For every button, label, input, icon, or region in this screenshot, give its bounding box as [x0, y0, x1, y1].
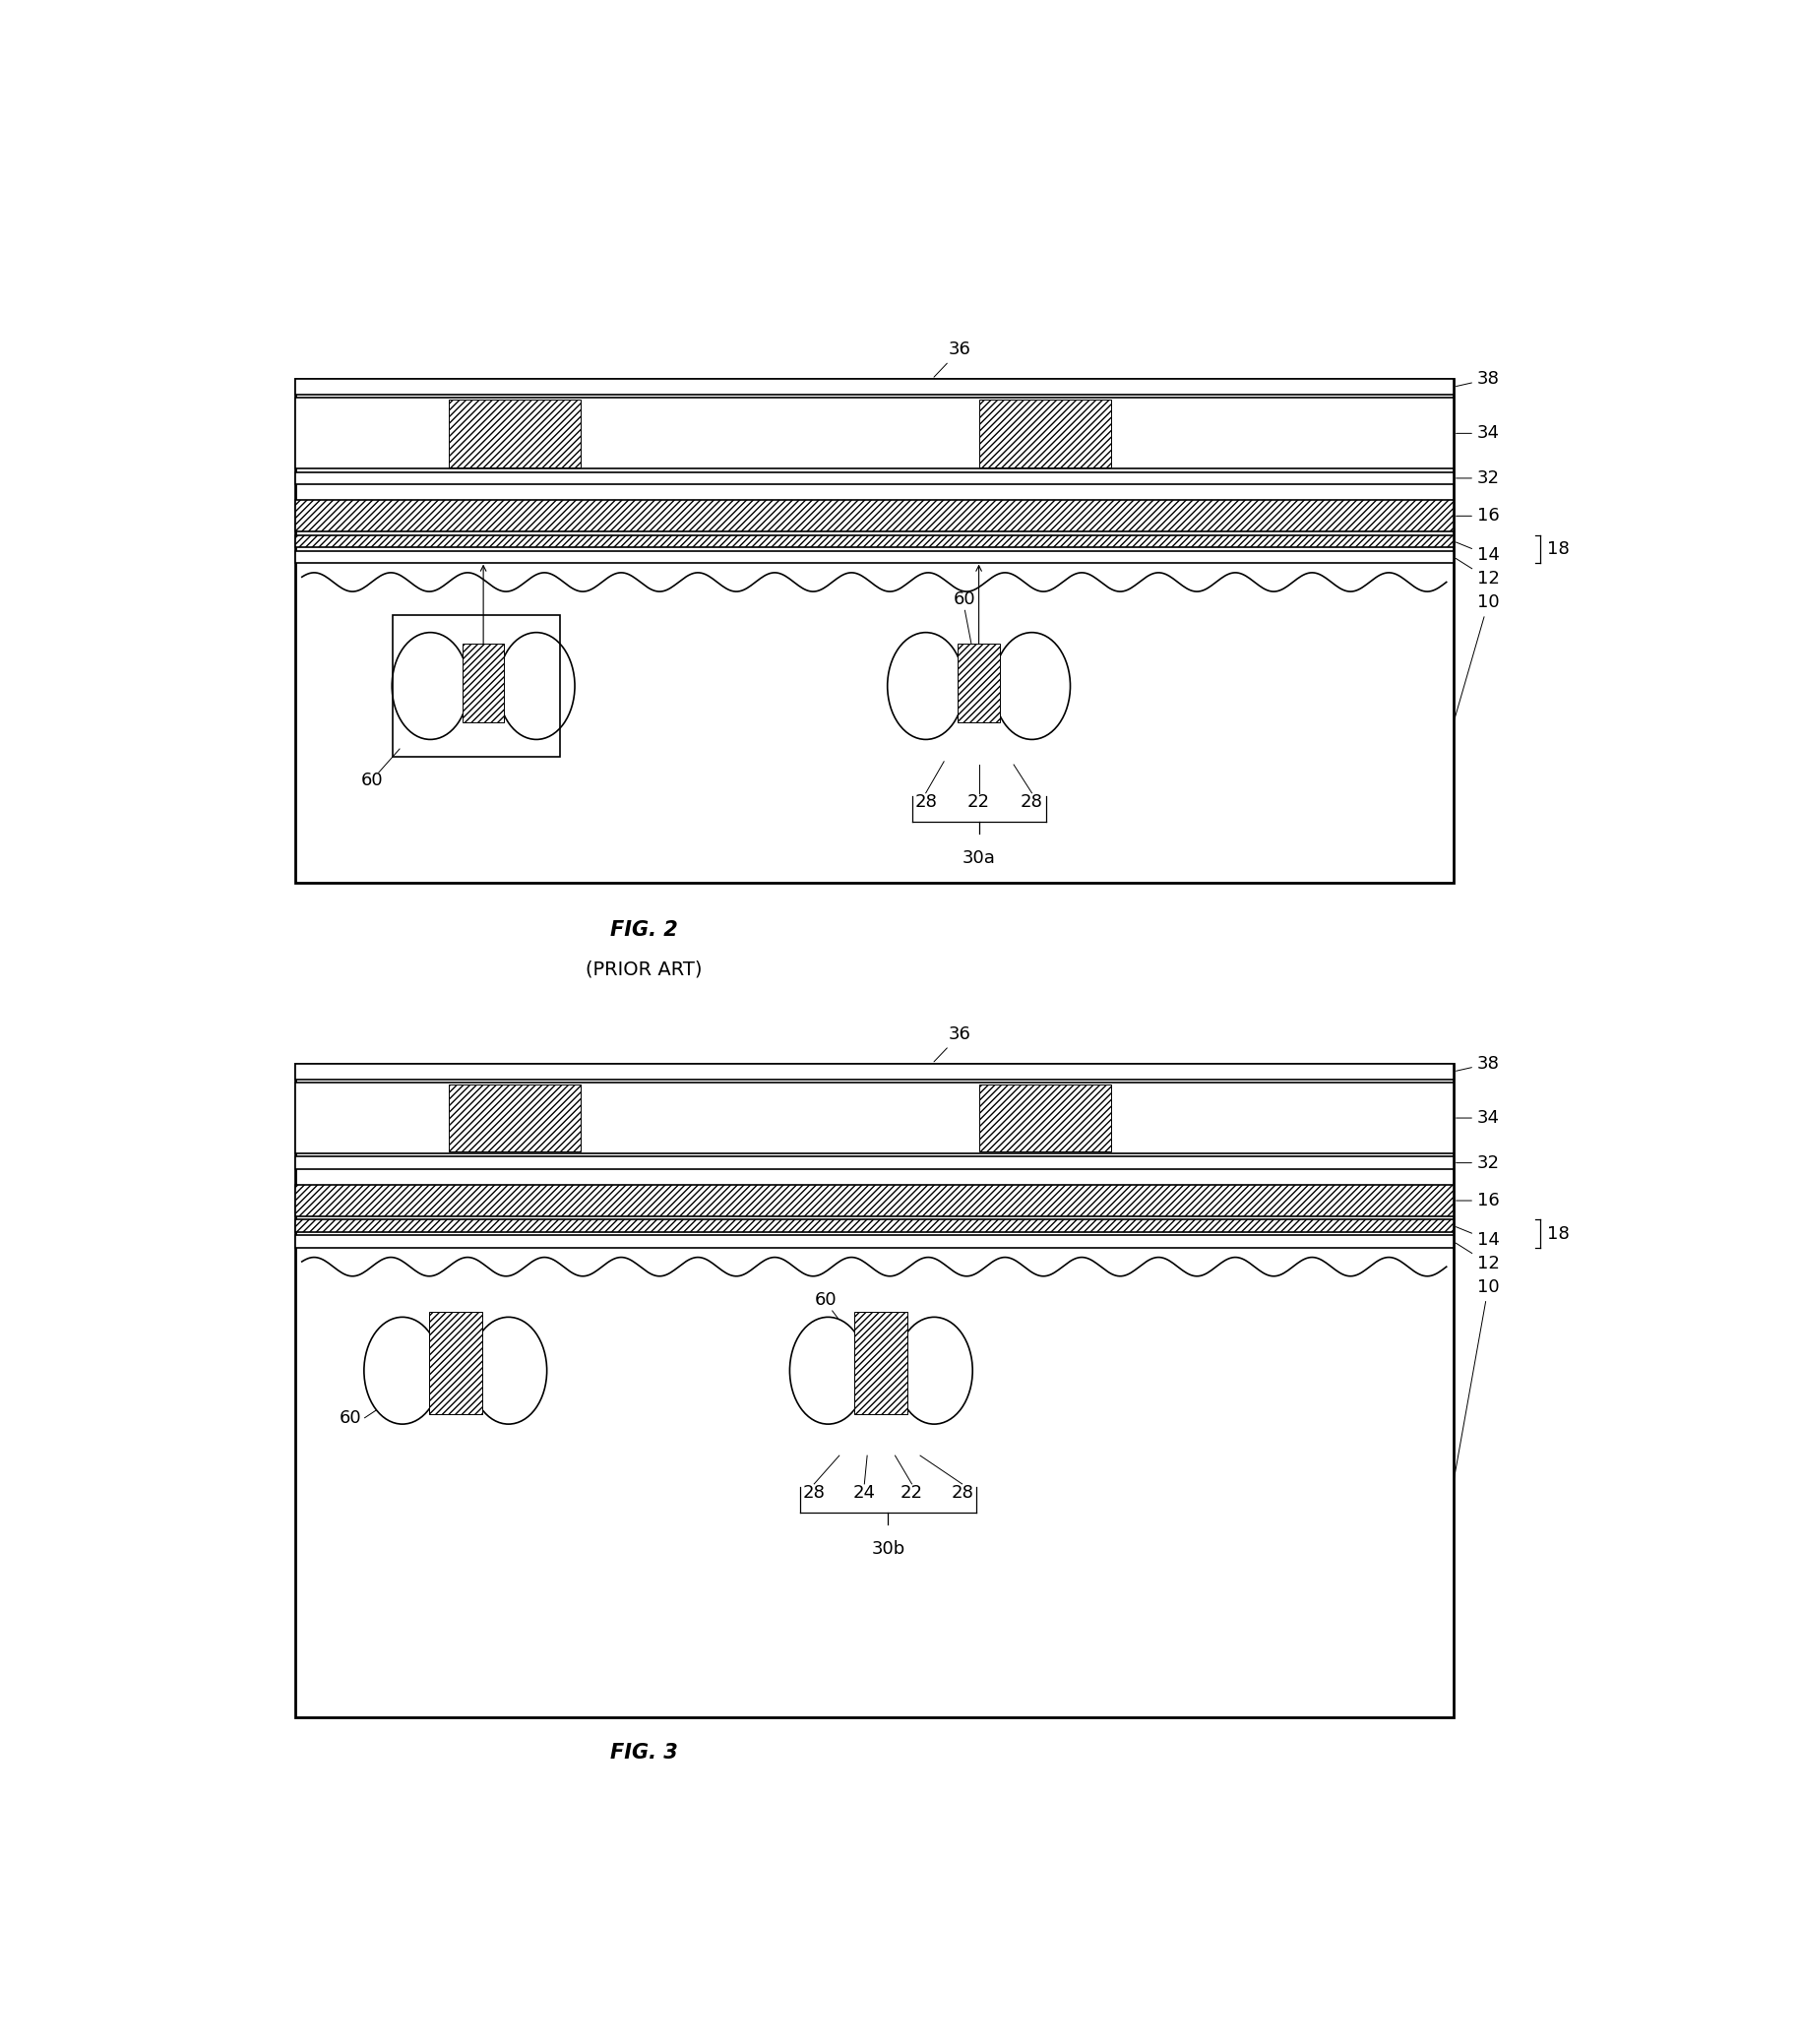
Bar: [295, 378, 1453, 394]
Text: 32: 32: [1457, 470, 1500, 486]
Bar: [295, 501, 1453, 531]
Ellipse shape: [499, 632, 575, 740]
Ellipse shape: [393, 632, 468, 740]
Text: 22: 22: [967, 793, 991, 811]
Text: 60: 60: [955, 591, 976, 609]
Text: 28: 28: [803, 1484, 825, 1502]
Ellipse shape: [888, 632, 964, 740]
Text: 38: 38: [1455, 370, 1500, 388]
Text: 60: 60: [340, 1408, 362, 1427]
Bar: [295, 1063, 1453, 1717]
Text: FIG. 2: FIG. 2: [611, 920, 677, 940]
Text: 36: 36: [935, 341, 971, 376]
Text: 18: 18: [1547, 1224, 1569, 1243]
Text: 14: 14: [1455, 542, 1500, 564]
Bar: [429, 1312, 483, 1414]
Text: 10: 10: [1453, 1278, 1500, 1480]
Text: 38: 38: [1455, 1055, 1500, 1073]
Text: 34: 34: [1457, 425, 1500, 442]
Text: 14: 14: [1455, 1226, 1500, 1249]
Text: 36: 36: [935, 1026, 971, 1061]
Bar: [855, 1312, 908, 1414]
Ellipse shape: [470, 1316, 548, 1425]
Bar: [448, 1083, 582, 1153]
Ellipse shape: [789, 1316, 866, 1425]
Bar: [463, 644, 504, 722]
Text: 32: 32: [1457, 1155, 1500, 1171]
Bar: [295, 536, 1453, 548]
Text: 28: 28: [951, 1484, 973, 1502]
Bar: [448, 399, 582, 468]
Bar: [295, 550, 1453, 564]
Text: (PRIOR ART): (PRIOR ART): [585, 961, 702, 979]
Text: 12: 12: [1455, 1243, 1500, 1273]
Text: 60: 60: [360, 771, 384, 789]
Text: FIG. 3: FIG. 3: [611, 1744, 677, 1762]
Text: 10: 10: [1453, 593, 1500, 719]
Text: 60: 60: [814, 1292, 836, 1308]
Text: 16: 16: [1457, 1192, 1500, 1210]
Text: 28: 28: [915, 793, 937, 811]
Text: 24: 24: [854, 1484, 875, 1502]
Text: 28: 28: [1021, 793, 1043, 811]
Bar: [295, 1186, 1453, 1216]
Bar: [295, 1063, 1453, 1079]
Text: 16: 16: [1457, 507, 1500, 525]
Bar: [980, 399, 1111, 468]
Ellipse shape: [895, 1316, 973, 1425]
Text: 18: 18: [1547, 540, 1569, 558]
Bar: [295, 1220, 1453, 1233]
Text: 22: 22: [900, 1484, 924, 1502]
Bar: [958, 644, 1000, 722]
Bar: [295, 472, 1453, 484]
Ellipse shape: [994, 632, 1070, 740]
Bar: [295, 378, 1453, 883]
Bar: [295, 1235, 1453, 1247]
Bar: [393, 615, 560, 756]
Ellipse shape: [364, 1316, 441, 1425]
Text: 12: 12: [1455, 558, 1500, 589]
Text: 30b: 30b: [872, 1541, 904, 1558]
Bar: [295, 1157, 1453, 1169]
Bar: [295, 399, 1453, 468]
Text: 30a: 30a: [962, 850, 996, 867]
Bar: [980, 1083, 1111, 1153]
Text: 34: 34: [1457, 1110, 1500, 1126]
Bar: [295, 1083, 1453, 1153]
